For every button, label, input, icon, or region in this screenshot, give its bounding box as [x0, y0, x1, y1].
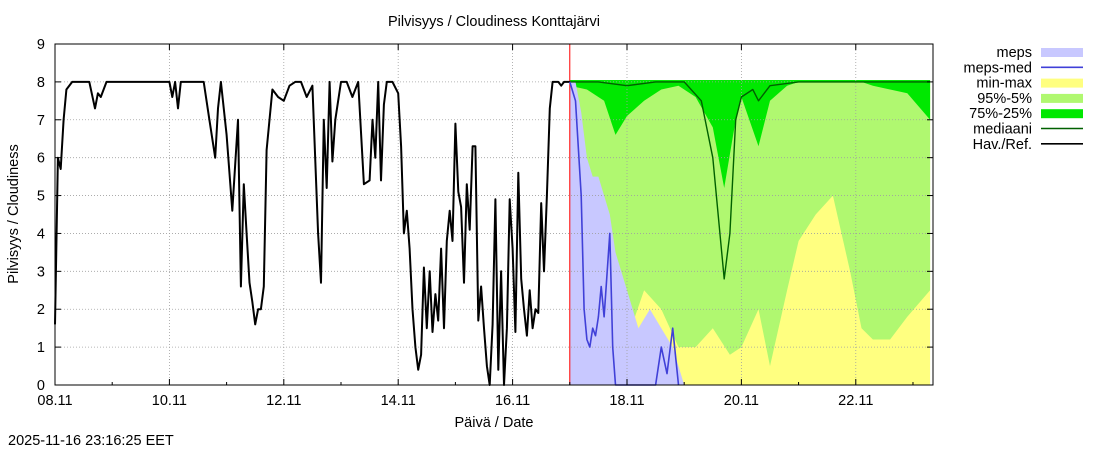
legend-swatch — [1041, 93, 1083, 103]
series-meps-med — [569, 81, 680, 386]
plot-frame — [54, 43, 934, 386]
x-tick-label: 16.11 — [495, 393, 530, 409]
x-tick-label: 22.11 — [838, 393, 873, 409]
series-hav-ref — [54, 80, 570, 386]
y-tick-label: 5 — [37, 189, 45, 205]
legend-label: meps — [997, 45, 1032, 61]
y-tick-label: 7 — [37, 113, 45, 129]
x-axis-label: Päivä / Date — [455, 415, 534, 431]
x-tick-label: 18.11 — [609, 393, 644, 409]
x-tick-label: 08.11 — [37, 393, 72, 409]
legend-label: mediaani — [973, 122, 1032, 138]
legend-swatch — [1041, 109, 1083, 119]
y-tick-label: 9 — [37, 37, 45, 53]
y-tick-label: 0 — [37, 378, 45, 394]
legend-label: 75%-25% — [969, 106, 1032, 122]
y-tick-label: 1 — [37, 340, 45, 356]
y-tick-label: 4 — [37, 226, 45, 242]
chart-ticks: 0 1 2 3 4 5 6 7 8 9 08.11 10.11 12.11 14.11 16.11 18.11… — [37, 37, 933, 409]
series-mediaani — [569, 81, 931, 280]
legend-swatch — [1041, 78, 1083, 88]
y-tick-label: 3 — [37, 264, 45, 280]
chart-bands — [569, 80, 931, 386]
chart-legend: mepsmeps-medmin-max95%-5%75%-25%mediaani… — [964, 45, 1083, 153]
y-tick-label: 6 — [37, 151, 45, 167]
band-75-25- — [569, 80, 931, 188]
chart-lines — [54, 80, 931, 386]
band-95-5- — [569, 81, 931, 367]
legend-label: 95%-5% — [977, 91, 1032, 107]
x-tick-label: 12.11 — [266, 393, 301, 409]
y-tick-label: 8 — [37, 75, 45, 91]
chart-frame — [54, 43, 934, 386]
legend-label: Hav./Ref. — [973, 137, 1032, 153]
x-tick-label: 10.11 — [152, 393, 187, 409]
chart-title: Pilvisyys / Cloudiness Konttajärvi — [388, 14, 600, 30]
legend-label: min-max — [976, 76, 1032, 92]
x-tick-label: 20.11 — [724, 393, 759, 409]
y-tick-label: 2 — [37, 302, 45, 318]
y-axis-label: Pilvisyys / Cloudiness — [6, 144, 22, 283]
legend-label: meps-med — [964, 60, 1033, 76]
x-tick-label: 14.11 — [381, 393, 416, 409]
legend-swatch — [1041, 48, 1083, 57]
timestamp: 2025-11-16 23:16:25 EET — [8, 433, 174, 449]
